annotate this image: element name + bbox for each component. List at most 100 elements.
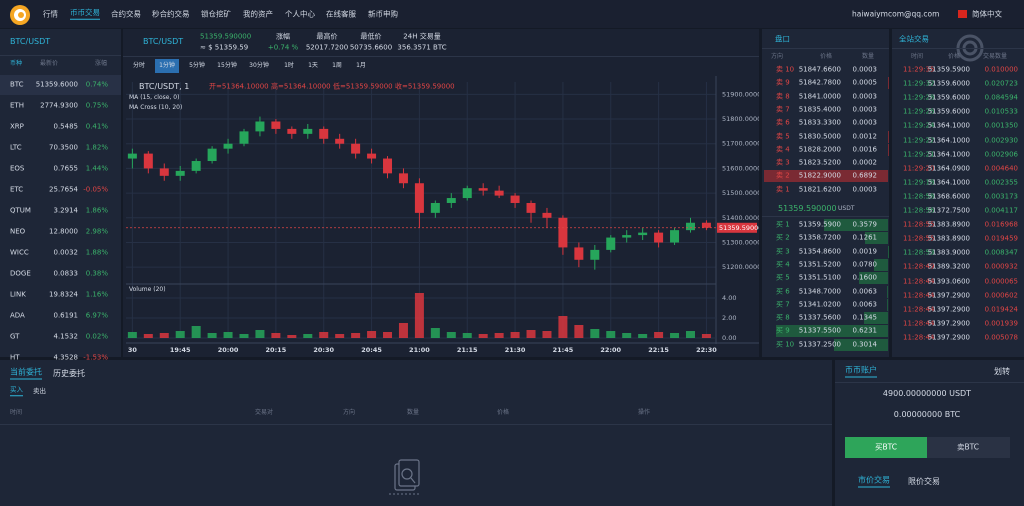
trade-mode[interactable]: 市价交易 bbox=[858, 476, 890, 488]
candle-body bbox=[430, 202, 440, 213]
trade-amount: 0.002355 bbox=[984, 178, 1018, 187]
volume-bar bbox=[207, 333, 217, 338]
trade-amount: 0.010000 bbox=[984, 65, 1018, 74]
amount: 0.6892 bbox=[852, 171, 878, 180]
top-nav bbox=[0, 0, 1024, 28]
candle-body bbox=[638, 232, 648, 236]
interval[interactable]: 1天 bbox=[308, 62, 318, 69]
coin-name[interactable]: EOS bbox=[10, 164, 25, 173]
interval-active[interactable] bbox=[155, 59, 179, 73]
nav-item[interactable]: 我的资产 bbox=[243, 9, 273, 19]
flag-icon bbox=[958, 10, 967, 18]
coin-name[interactable]: BTC bbox=[10, 80, 24, 89]
coin-name[interactable]: ETH bbox=[10, 101, 24, 110]
side: 买 3 bbox=[776, 247, 790, 256]
trade-amount: 0.002906 bbox=[984, 150, 1018, 159]
interval[interactable]: 1月 bbox=[356, 62, 366, 69]
nav-item[interactable]: 合约交易 bbox=[111, 9, 141, 19]
side: 买 7 bbox=[776, 300, 790, 309]
price: 51351.5100 bbox=[798, 273, 841, 282]
coin-name[interactable]: DOGE bbox=[10, 269, 31, 278]
trade-amount: 0.002930 bbox=[984, 136, 1018, 144]
side: 买 10 bbox=[776, 340, 795, 349]
price: 51341.0200 bbox=[798, 300, 841, 309]
volume-bar bbox=[271, 333, 281, 338]
depth-bar bbox=[859, 272, 888, 285]
last-price: 51359.590000 bbox=[778, 204, 837, 213]
coin-name[interactable]: NEO bbox=[10, 227, 26, 236]
nav-item[interactable]: 新币申购 bbox=[368, 9, 398, 19]
nav-item[interactable]: 在线客服 bbox=[326, 9, 356, 19]
volume-bar bbox=[287, 335, 297, 338]
amount: 0.0003 bbox=[852, 65, 878, 74]
side-tab[interactable]: 卖出 bbox=[33, 386, 46, 395]
x-tick-label: 21:15 bbox=[457, 346, 478, 354]
nav-item[interactable]: 币币交易 bbox=[70, 9, 100, 20]
volume-bar bbox=[430, 328, 440, 338]
y-tick-label: 51200.0000 bbox=[722, 263, 759, 271]
interval[interactable]: 15分钟 bbox=[217, 62, 237, 69]
nav-item[interactable]: 个人中心 bbox=[285, 9, 315, 19]
nav-item[interactable]: 秒合约交易 bbox=[152, 9, 190, 19]
trades-panel bbox=[892, 29, 1024, 357]
interval[interactable]: 30分钟 bbox=[249, 62, 269, 69]
coin-name[interactable]: ADA bbox=[10, 311, 25, 320]
trade-price: 51359.6000 bbox=[927, 107, 970, 116]
coin-price: 0.0833 bbox=[53, 269, 79, 278]
interval[interactable]: 5分钟 bbox=[189, 62, 205, 69]
order-tab[interactable]: 历史委托 bbox=[53, 369, 85, 378]
volume-bar bbox=[654, 332, 664, 338]
x-tick-label: 20:30 bbox=[313, 346, 334, 354]
trade-price: 51397.2900 bbox=[927, 333, 970, 342]
stat-label: 最低价 bbox=[360, 32, 382, 41]
volume-bar bbox=[239, 334, 249, 338]
depth-bar bbox=[886, 285, 888, 298]
trade-price: 51397.2900 bbox=[927, 291, 970, 300]
coin-name[interactable]: HT bbox=[10, 353, 20, 362]
amount: 0.6231 bbox=[852, 326, 878, 335]
trade-mode[interactable]: 限价交易 bbox=[908, 477, 940, 486]
last-price: 51359.590000 bbox=[200, 32, 252, 41]
candle-body bbox=[654, 232, 664, 243]
nav-item[interactable]: 锁仓挖矿 bbox=[201, 9, 231, 19]
amount: 0.0003 bbox=[852, 185, 878, 194]
x-tick-label: 21:45 bbox=[553, 346, 574, 354]
volume-bar bbox=[335, 334, 345, 338]
ohlc-value: 收=51359.59000 bbox=[395, 82, 455, 91]
transfer[interactable]: 划转 bbox=[994, 367, 1010, 376]
trade-price: 51383.8900 bbox=[927, 234, 970, 243]
language[interactable]: 简体中文 bbox=[972, 9, 1002, 19]
column-header: 价格 bbox=[819, 53, 833, 60]
order-tab[interactable]: 当前委托 bbox=[10, 368, 42, 380]
trade-amount: 0.084594 bbox=[984, 93, 1018, 102]
volume-bar bbox=[319, 332, 329, 338]
candle-body bbox=[478, 188, 488, 191]
coin-name[interactable]: WICC bbox=[10, 248, 29, 257]
coin-name[interactable]: GT bbox=[10, 332, 20, 341]
account-title[interactable]: 币币账户 bbox=[845, 366, 877, 378]
interval[interactable]: 分时 bbox=[132, 62, 146, 69]
side-tab[interactable]: 买入 bbox=[10, 386, 23, 396]
side: 买 1 bbox=[776, 220, 790, 229]
candle-body bbox=[446, 198, 456, 203]
nav-item[interactable]: 行情 bbox=[43, 9, 58, 19]
interval[interactable]: 1时 bbox=[284, 62, 294, 69]
orderbook-panel bbox=[762, 29, 889, 357]
coin-price: 0.5485 bbox=[53, 122, 79, 131]
coin-name[interactable]: LINK bbox=[10, 290, 26, 299]
coin-name[interactable]: ETC bbox=[10, 185, 24, 194]
interval[interactable]: 1周 bbox=[332, 62, 342, 69]
trade-price: 51364.1000 bbox=[927, 150, 970, 159]
volume-bar bbox=[526, 330, 536, 338]
interval[interactable]: 1分钟 bbox=[159, 62, 175, 69]
account-panel bbox=[835, 360, 1024, 506]
buy-button[interactable] bbox=[845, 437, 927, 458]
coin-name[interactable]: LTC bbox=[10, 143, 22, 152]
divider bbox=[892, 48, 1024, 49]
coin-name[interactable]: XRP bbox=[10, 122, 24, 131]
x-tick-label: 30 bbox=[128, 346, 138, 354]
sell-button[interactable] bbox=[927, 437, 1010, 458]
user-email[interactable]: haiwaiymcom@qq.com bbox=[852, 9, 940, 19]
coin-name[interactable]: QTUM bbox=[10, 206, 31, 215]
price: 51358.7200 bbox=[798, 233, 841, 242]
